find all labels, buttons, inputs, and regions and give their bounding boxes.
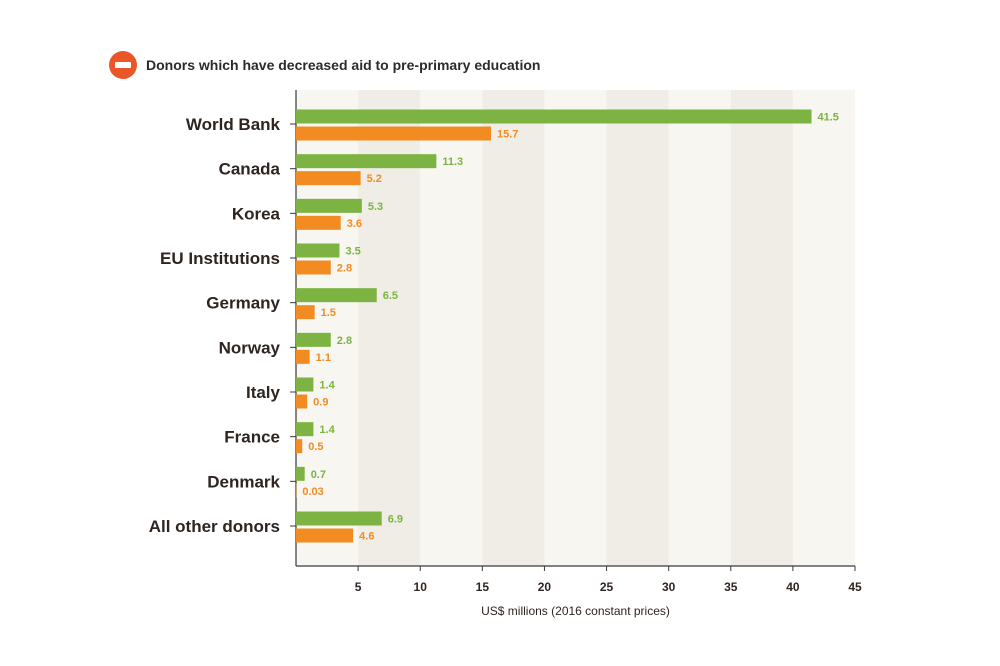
data-label: 2.8 <box>337 335 352 347</box>
background-band <box>482 90 545 566</box>
data-label: 0.7 <box>311 469 326 481</box>
data-label: 3.6 <box>347 218 362 230</box>
bar <box>296 511 382 526</box>
x-tick-label: 40 <box>786 580 800 594</box>
legend: Donors which have decreased aid to pre-p… <box>109 51 540 79</box>
data-label: 1.1 <box>316 352 331 364</box>
bar <box>296 126 492 141</box>
bar <box>296 332 331 347</box>
category-label: EU Institutions <box>160 249 280 268</box>
x-tick-label: 30 <box>662 580 676 594</box>
bar <box>296 349 310 364</box>
background-band <box>420 90 483 566</box>
category-label: Denmark <box>207 472 280 491</box>
bar <box>296 288 377 303</box>
background-band <box>606 90 669 566</box>
bar <box>296 215 341 230</box>
bar <box>296 466 305 481</box>
background-band <box>544 90 607 566</box>
x-tick-label: 35 <box>724 580 738 594</box>
background-band <box>730 90 793 566</box>
category-label: Germany <box>206 294 280 313</box>
data-label: 4.6 <box>359 531 374 543</box>
background-band <box>792 90 855 566</box>
data-label: 6.9 <box>388 514 403 526</box>
x-tick-label: 25 <box>600 580 614 594</box>
background-band <box>296 90 359 566</box>
category-label: Canada <box>219 160 281 179</box>
background-band <box>668 90 731 566</box>
x-tick-label: 10 <box>414 580 428 594</box>
bar <box>296 422 314 437</box>
category-label: Norway <box>219 338 281 357</box>
data-label: 0.03 <box>302 486 323 498</box>
category-label: France <box>224 428 280 447</box>
bar <box>296 243 340 258</box>
bar <box>296 394 308 409</box>
x-axis-label: US$ millions (2016 constant prices) <box>481 604 670 618</box>
category-label: World Bank <box>186 115 281 134</box>
bar <box>296 439 303 454</box>
data-label: 1.4 <box>319 424 335 436</box>
bar <box>296 377 314 392</box>
category-label: All other donors <box>149 517 280 536</box>
data-label: 3.5 <box>345 246 360 258</box>
x-tick-label: 45 <box>848 580 862 594</box>
x-tick-label: 20 <box>538 580 552 594</box>
no-entry-icon <box>109 51 137 79</box>
data-label: 5.3 <box>368 201 383 213</box>
category-label: Italy <box>246 383 281 402</box>
x-tick-label: 15 <box>476 580 490 594</box>
data-label: 2.8 <box>337 263 352 275</box>
bar <box>296 198 362 213</box>
background-band <box>358 90 421 566</box>
bar <box>296 171 361 186</box>
data-label: 5.2 <box>367 173 382 185</box>
bar <box>296 305 315 320</box>
legend-label: Donors which have decreased aid to pre-p… <box>146 57 541 73</box>
x-tick-label: 5 <box>355 580 362 594</box>
data-label: 41.5 <box>818 112 839 124</box>
data-label: 6.5 <box>383 290 398 302</box>
category-label: Korea <box>232 204 281 223</box>
data-label: 11.3 <box>442 156 463 168</box>
bar <box>296 528 354 543</box>
bar <box>296 260 331 275</box>
bar <box>296 109 812 124</box>
data-label: 15.7 <box>497 129 518 141</box>
data-label: 1.5 <box>321 307 336 319</box>
data-label: 1.4 <box>319 380 335 392</box>
data-label: 0.9 <box>313 397 328 409</box>
data-label: 0.5 <box>308 441 323 453</box>
bar <box>296 154 437 169</box>
